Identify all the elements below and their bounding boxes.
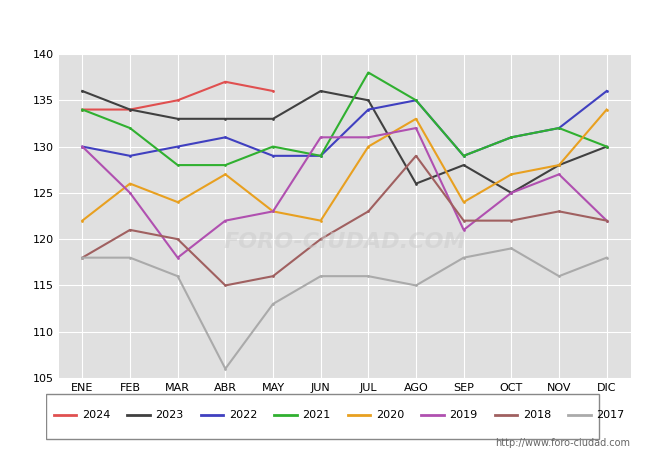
Text: 2021: 2021 [302,410,330,420]
Text: 2017: 2017 [596,410,625,420]
Text: 2023: 2023 [155,410,183,420]
Text: 2019: 2019 [449,410,478,420]
Text: 2020: 2020 [376,410,404,420]
FancyBboxPatch shape [46,394,599,438]
Text: 2024: 2024 [82,410,111,420]
Text: http://www.foro-ciudad.com: http://www.foro-ciudad.com [495,438,630,448]
Text: 2018: 2018 [523,410,551,420]
Text: FORO-CIUDAD.COM: FORO-CIUDAD.COM [223,232,466,252]
Text: Afiliados en Carmena a 31/5/2024: Afiliados en Carmena a 31/5/2024 [184,23,466,41]
Text: 2022: 2022 [229,410,257,420]
